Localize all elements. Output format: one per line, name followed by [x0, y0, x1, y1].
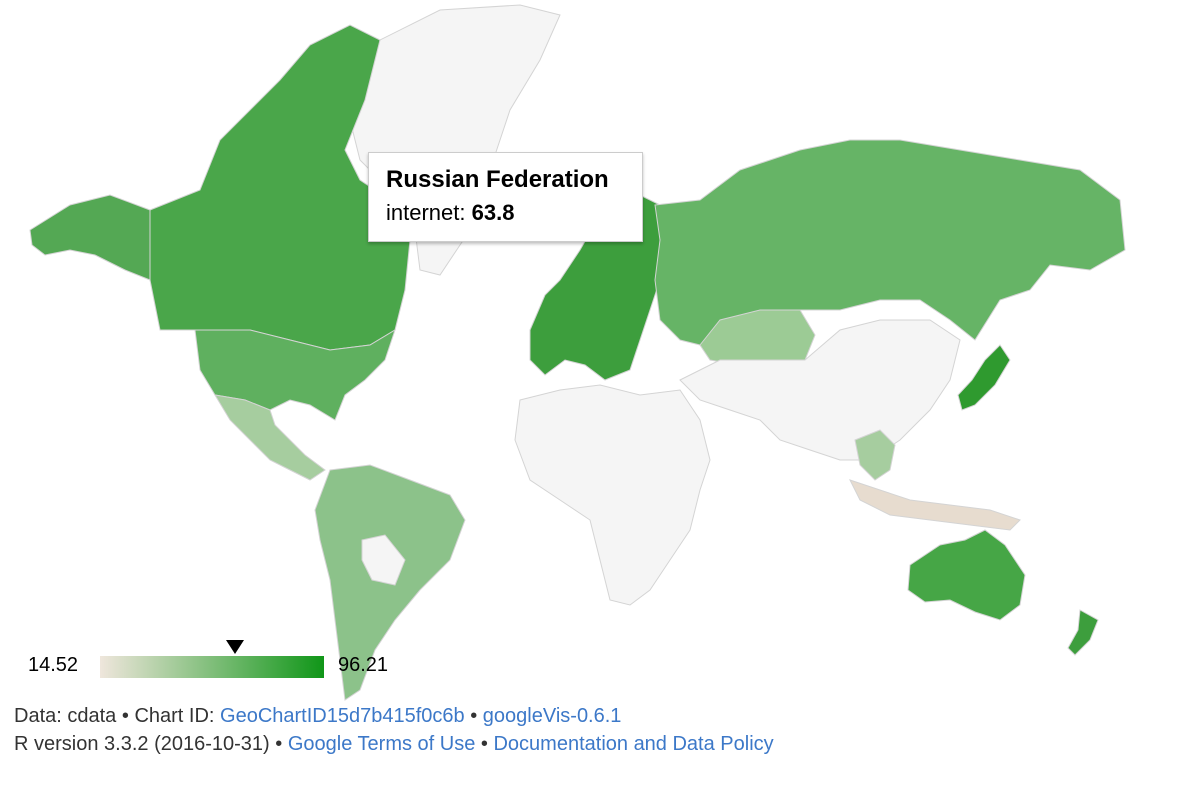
footer-data-source: Data: cdata	[14, 705, 117, 727]
google-terms-link[interactable]: Google Terms of Use	[287, 733, 476, 755]
legend-max-label: 96.21	[338, 654, 389, 676]
region-africa[interactable]	[514, 384, 711, 606]
region-alaska[interactable]	[29, 194, 151, 281]
footer-line-2: R version 3.3.2 (2016-10-31) • Google Te…	[14, 733, 774, 756]
footer-line-1: Data: cdata • Chart ID: GeoChartID15d7b4…	[14, 705, 621, 728]
tooltip-metric-label: internet:	[386, 200, 466, 225]
footer-separator: •	[275, 733, 283, 755]
region-australia[interactable]	[907, 529, 1026, 621]
legend-min-label: 14.52	[28, 654, 79, 676]
footer-separator: •	[480, 733, 488, 755]
googlevis-link[interactable]: googleVis-0.6.1	[482, 705, 622, 727]
footer-separator: •	[121, 705, 129, 727]
region-japan[interactable]	[957, 344, 1011, 411]
tooltip-country-name: Russian Federation	[386, 166, 609, 193]
tooltip-metric: internet: 63.8	[386, 200, 514, 226]
tooltip-metric-value: 63.8	[471, 200, 515, 225]
documentation-policy-link[interactable]: Documentation and Data Policy	[493, 733, 774, 755]
legend-color-bar	[100, 656, 324, 678]
chart-id-link[interactable]: GeoChartID15d7b415f0c6b	[220, 705, 465, 727]
region-asia-no-data[interactable]	[679, 319, 961, 461]
region-new-zealand[interactable]	[1067, 609, 1099, 656]
legend-value-marker-icon	[226, 640, 245, 654]
region-bolivia[interactable]	[361, 534, 406, 586]
country-tooltip: Russian Federation internet: 63.8	[368, 152, 643, 242]
region-southeast-asia[interactable]	[854, 429, 896, 481]
region-mexico[interactable]	[214, 394, 326, 481]
footer-r-version: R version 3.3.2 (2016-10-31)	[14, 733, 270, 755]
footer-chart-id-label: Chart ID:	[134, 705, 215, 727]
region-indonesia[interactable]	[849, 479, 1021, 531]
footer-separator: •	[470, 705, 478, 727]
